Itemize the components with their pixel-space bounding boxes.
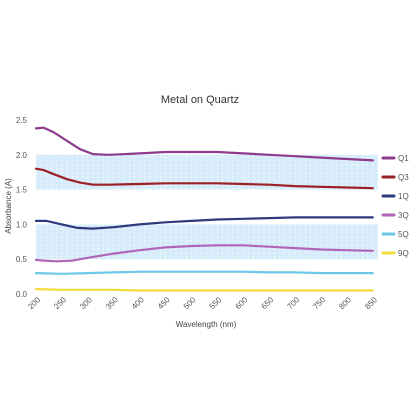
- y-axis-ticks: 0.0 0.5 1.0 1.5 2.0 2.5: [16, 116, 28, 299]
- x-tick-label: 750: [311, 295, 327, 311]
- x-tick-label: 550: [208, 295, 224, 311]
- series-line-5q: [34, 270, 374, 275]
- y-tick-label: 1.0: [16, 220, 28, 229]
- x-tick-label: 800: [337, 295, 353, 311]
- y-tick-label: 1.5: [16, 186, 28, 195]
- x-tick-label: 200: [26, 295, 42, 311]
- y-tick-label: 0.5: [16, 255, 28, 264]
- legend-label: 5Q: [398, 230, 409, 239]
- series-line-3q: [34, 244, 374, 263]
- y-axis-title: Absorbance (A): [4, 178, 13, 234]
- legend-label: 9Q: [398, 249, 409, 258]
- vertical-gridlines: [35, 120, 379, 294]
- series-line-q1: [34, 126, 374, 162]
- x-tick-label: 650: [260, 295, 276, 311]
- legend-label: Q3: [398, 173, 409, 182]
- y-tick-label: 0.0: [16, 290, 28, 299]
- x-tick-label: 400: [130, 295, 146, 311]
- y-tick-label: 2.5: [16, 116, 28, 125]
- series-line-9q: [34, 288, 374, 292]
- x-tick-label: 600: [234, 295, 250, 311]
- x-axis-title: Wavelength (nm): [176, 320, 237, 329]
- x-tick-label: 500: [182, 295, 198, 311]
- legend: Q1 Q3 1Q 3Q 5Q 9Q: [381, 154, 409, 258]
- x-tick-label: 300: [78, 295, 94, 311]
- legend-label: Q1: [398, 154, 409, 163]
- x-tick-label: 850: [363, 295, 379, 311]
- chart-title: Metal on Quartz: [161, 94, 239, 106]
- x-tick-label: 350: [104, 295, 120, 311]
- series-line-1q: [34, 216, 374, 230]
- y-tick-label: 2.0: [16, 151, 28, 160]
- background-bands: [36, 154, 378, 260]
- x-tick-label: 700: [285, 295, 301, 311]
- legend-label: 1Q: [398, 192, 409, 201]
- x-tick-label: 250: [52, 295, 68, 311]
- legend-label: 3Q: [398, 211, 409, 220]
- series-lines: [34, 126, 374, 292]
- series-line-q3: [34, 167, 374, 190]
- x-axis-ticks: 200 250 300 350 400 450 500 550 600 650 700 750 800 8…: [26, 295, 379, 311]
- x-tick-label: 450: [156, 295, 172, 311]
